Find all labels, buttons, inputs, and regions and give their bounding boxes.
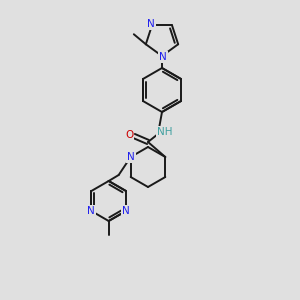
Text: N: N: [122, 206, 130, 216]
Text: N: N: [127, 152, 135, 162]
Text: O: O: [125, 130, 133, 140]
Text: N: N: [88, 206, 95, 216]
Text: NH: NH: [157, 127, 173, 137]
Text: N: N: [147, 19, 155, 29]
Text: N: N: [159, 52, 167, 62]
